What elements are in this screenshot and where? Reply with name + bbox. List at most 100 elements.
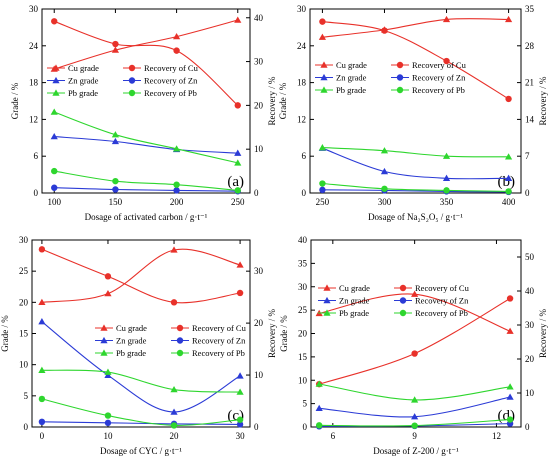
x-tick-label: 0 [40,431,45,441]
data-point [170,246,178,253]
y-tick-label-right: 14 [525,114,535,124]
y-tick-label-right: 0 [254,188,259,198]
legend-marker [323,284,331,291]
data-point [504,174,513,181]
data-point [50,108,58,115]
y-tick-label-right: 20 [525,354,535,364]
legend-entry: Recovery of Pb [412,85,465,95]
legend-entry: Zn grade [339,296,370,306]
data-point [411,422,418,429]
data-point [38,246,46,253]
data-point [104,412,112,419]
legend-marker [399,284,407,292]
data-point [506,393,514,400]
data-point [236,416,244,423]
legend-marker [396,86,404,94]
legend-marker [320,86,328,93]
legend-entry: Recovery of Zn [144,76,198,86]
data-point [104,290,112,297]
legend-marker [100,336,108,344]
data-point [234,16,242,23]
data-point [504,15,513,23]
legend-entry: Zn grade [116,336,147,346]
legend-marker [399,297,407,304]
y-tick-label-left: 20 [298,329,308,339]
y-tick-label-left: 0 [24,422,29,432]
data-point [442,174,451,181]
data-point [38,366,46,373]
series-line-1 [41,248,241,303]
series-line-4 [41,421,241,425]
y-tick-label-left: 25 [19,266,29,276]
data-point [504,153,513,160]
legend-marker [52,64,60,71]
data-point [411,290,419,297]
y-tick-label-right: 28 [525,41,535,51]
data-point [442,15,451,23]
legend-entry: Pb grade [336,85,366,95]
legend: Cu grade Recovery of Cu Zn grade Recovery o… [47,63,199,98]
y-tick-label-left: 24 [297,41,307,51]
series-line-1 [322,18,509,38]
chart-panel-1: 100 150 200 250 0 6 12 18 24 30 0 10 20 30 40 Dosage of… [10,4,277,222]
legend-marker [128,64,136,72]
y-tick-label-right: 40 [254,13,264,23]
data-point [234,149,242,156]
legend-entry: Zn grade [68,76,99,86]
y-tick-label-right: 0 [254,422,259,432]
data-point [170,422,178,429]
legend-marker [100,349,108,356]
y-tick-label-left: 30 [19,235,29,245]
x-tick-label: 150 [109,197,123,207]
data-point [236,372,244,379]
series-line-1 [54,19,238,70]
series-line-4 [54,187,238,192]
data-point [38,298,46,306]
legend-entry: Pb grade [339,308,369,318]
y-tick-label-left: 35 [298,258,308,268]
y-axis-label-right: Recovery / % [267,76,277,125]
x-tick-label: 200 [170,197,184,207]
legend-entry: Cu grade [116,323,147,333]
series-line-6 [322,182,509,192]
series-line-3 [322,147,509,180]
legend-marker [128,77,136,84]
data-point [112,40,119,48]
legend-entry: Recovery of Cu [415,283,470,293]
x-tick-label: 30 [236,431,246,441]
data-point [236,388,244,395]
legend-marker [176,349,184,357]
y-tick-label-right: 0 [525,422,530,432]
data-point [234,159,242,166]
y-tick-label-left: 30 [29,4,39,14]
data-point [51,184,58,191]
data-point [111,131,120,138]
data-point [505,188,512,195]
y-tick-label-left: 18 [29,78,39,88]
plot-frame [41,8,251,194]
y-axis-label-right: Recovery / % [538,76,548,125]
x-tick-label: 20 [170,431,180,441]
data-point [411,396,419,403]
y-tick-label-left: 15 [298,352,308,362]
legend-entry: Recovery of Zn [412,73,466,83]
legend-marker [176,337,184,344]
y-axis-label-left: Grade / % [0,315,10,352]
y-tick-label-left: 5 [303,399,308,409]
data-point [38,318,46,325]
y-tick-label-left: 5 [24,391,29,401]
legend-marker [323,309,331,316]
data-point [173,181,180,188]
data-point [111,46,120,53]
data-point [236,261,244,268]
series-line-5 [322,147,509,158]
y-tick-label-left: 6 [302,151,307,161]
legend-marker [52,89,60,96]
data-point [51,167,58,175]
data-point [319,18,326,25]
y-tick-label-right: 20 [254,318,264,328]
panel-label: (b) [498,174,516,190]
legend-entry: Recovery of Cu [192,323,247,333]
data-point [443,57,450,65]
